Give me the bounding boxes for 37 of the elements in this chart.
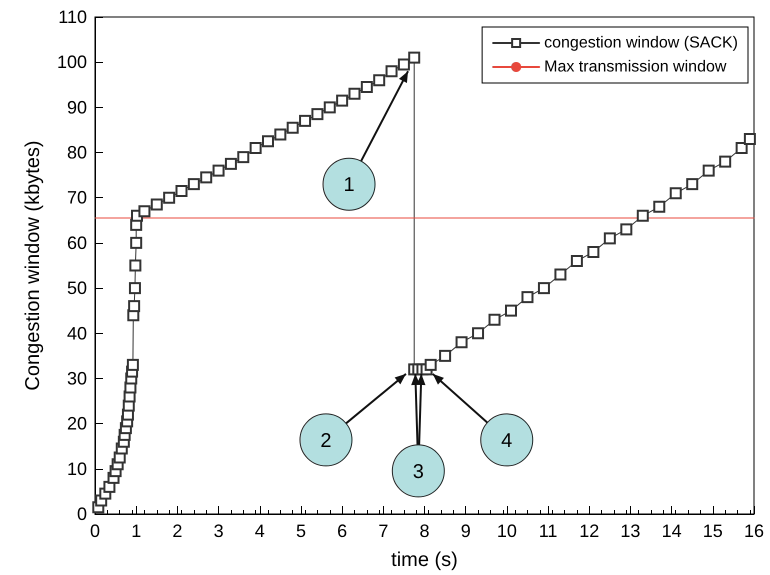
annotation: 2 — [320, 430, 332, 452]
legend-label: Max transmission window — [544, 58, 727, 76]
x-tick-label: 8 — [419, 521, 430, 541]
x-tick-label: 13 — [620, 521, 640, 541]
x-tick-label: 11 — [538, 521, 558, 541]
x-tick-label: 7 — [378, 521, 388, 541]
y-axis-title: Congestion window (kbytes) — [22, 140, 44, 391]
legend-label: congestion window (SACK) — [544, 34, 738, 52]
y-tick-label: 60 — [66, 232, 87, 253]
x-tick-label: 1 — [131, 521, 142, 541]
x-tick-label: 10 — [496, 521, 517, 541]
y-tick-label: 80 — [66, 142, 87, 163]
y-tick-label: 100 — [56, 52, 87, 72]
y-tick-label: 10 — [66, 458, 87, 479]
y-tick-label: 70 — [66, 188, 87, 208]
x-tick-label: 15 — [702, 521, 723, 541]
x-tick-label: 9 — [460, 521, 471, 541]
x-tick-label: 14 — [662, 521, 682, 541]
x-tick-label: 0 — [90, 521, 100, 541]
y-tick-label: 20 — [66, 414, 87, 434]
y-tick-label: 40 — [66, 323, 87, 344]
y-tick-label: 30 — [66, 368, 87, 388]
x-tick-label: 6 — [337, 521, 348, 541]
y-tick-label: 50 — [66, 278, 87, 298]
x-tick-label: 4 — [254, 521, 265, 541]
annotation: 3 — [412, 460, 424, 483]
y-tick-label: 110 — [58, 7, 87, 27]
y-tick-label: 90 — [66, 97, 87, 118]
x-tick-label: 16 — [744, 521, 764, 541]
x-tick-label: 3 — [214, 521, 224, 541]
annotation: 4 — [501, 430, 512, 452]
x-tick-label: 5 — [296, 521, 306, 541]
y-tick-label: 0 — [76, 504, 87, 524]
x-tick-label: 2 — [172, 521, 182, 541]
annotation: 1 — [343, 174, 355, 196]
x-axis-title: time (s) — [391, 549, 458, 571]
x-tick-label: 12 — [579, 521, 600, 541]
